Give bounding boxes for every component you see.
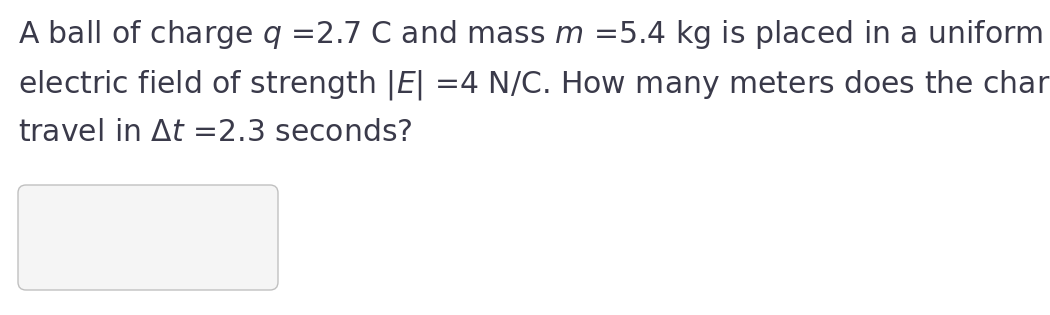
FancyBboxPatch shape [18,185,278,290]
Text: A ball of charge $q$ =2.7 C and mass $m$ =5.4 kg is placed in a uniform: A ball of charge $q$ =2.7 C and mass $m$… [18,18,1044,51]
Text: travel in $\Delta t$ =2.3 seconds?: travel in $\Delta t$ =2.3 seconds? [18,118,413,147]
Text: electric field of strength $|E|$ =4 N/C. How many meters does the charge: electric field of strength $|E|$ =4 N/C.… [18,68,1050,102]
